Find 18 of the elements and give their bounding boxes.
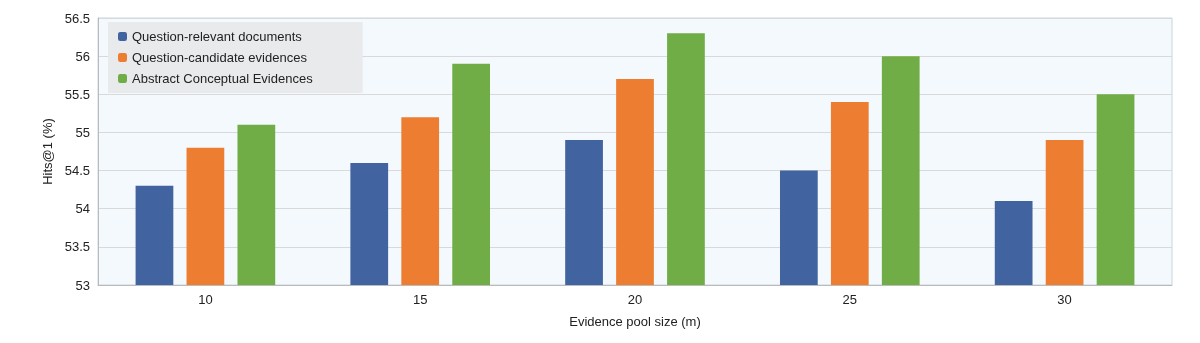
- y-tick-label: 55.5: [64, 86, 90, 102]
- y-tick-label: 56.5: [64, 10, 90, 26]
- y-tick-label: 54.5: [64, 163, 90, 179]
- y-tick-label: 54: [75, 201, 90, 217]
- legend-label: Abstract Conceptual Evidences: [132, 71, 314, 86]
- legend-label: Question-relevant documents: [132, 29, 303, 44]
- y-tick-label: 56: [75, 48, 90, 64]
- y-tick-label: 53.5: [64, 239, 90, 255]
- y-axis-title: Hits@1 (%): [39, 118, 55, 185]
- x-tick-label: 10: [198, 292, 213, 307]
- x-axis-title: Evidence pool size (m): [569, 314, 701, 329]
- x-tick-label: 25: [842, 292, 858, 307]
- x-tick-label: 30: [1057, 292, 1072, 307]
- legend-label: Question-candidate evidences: [132, 50, 308, 65]
- x-tick-label: 20: [627, 292, 643, 307]
- y-tick-label: 55: [75, 124, 90, 140]
- y-tick-label: 53: [75, 277, 90, 293]
- x-tick-label: 15: [412, 292, 428, 307]
